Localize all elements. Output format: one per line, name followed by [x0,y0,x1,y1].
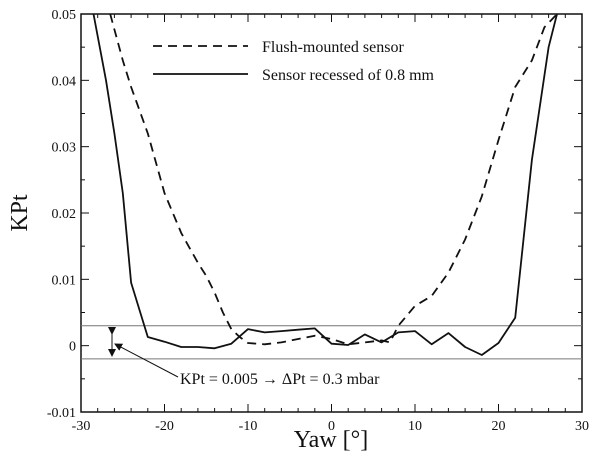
legend-label-recessed: Sensor recessed of 0.8 mm [262,67,435,84]
reference-lines [81,325,582,360]
y-ticks: -0.01 0 0.01 0.02 0.03 0.04 0.05 [47,8,582,421]
x-tick-label: 30 [575,419,589,434]
series-line-flush-mounted [109,14,558,346]
y-tick-label: 0.04 [52,74,77,89]
annotation: KPt = 0.005 → ΔPt = 0.3 mbar [108,327,380,388]
x-tick-label: 20 [492,419,506,434]
x-tick-label: 10 [408,419,422,434]
x-tick-label: -20 [155,419,174,434]
x-tick-label: -30 [72,419,91,434]
y-tick-label: 0.01 [52,273,77,288]
series-line-recessed [92,14,558,356]
y-axis-title: KPt [7,194,33,232]
y-tick-label: 0.05 [52,8,77,23]
x-tick-label: -10 [239,419,258,434]
series-layer [92,14,558,356]
plot-area [80,13,583,413]
y-tick-label: 0 [69,340,76,355]
y-tick-label: -0.01 [47,406,76,421]
legend-label-flush: Flush-mounted sensor [262,39,404,56]
legend: Flush-mounted sensor Sensor recessed of … [153,39,435,84]
annotation-text: KPt = 0.005 → ΔPt = 0.3 mbar [180,371,380,388]
annotation-pointer [114,343,179,378]
x-tick-label: 0 [328,419,335,434]
x-axis-title: Yaw [°] [294,427,369,453]
y-tick-label: 0.02 [52,207,77,222]
y-tick-label: 0.03 [52,141,77,156]
x-ticks: -30 -20 -10 0 10 20 30 [72,14,589,434]
